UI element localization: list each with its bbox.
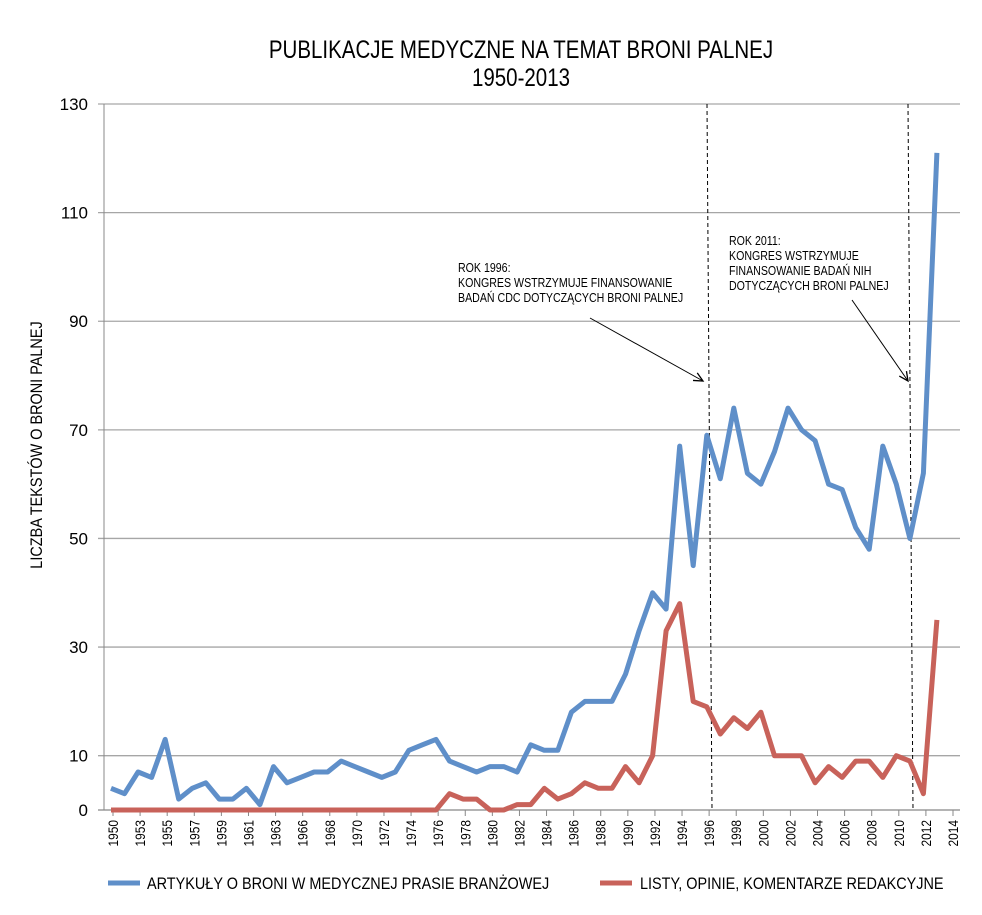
y-tick-label: 70 [69, 421, 88, 440]
annotations: ROK 1996:KONGRES WSTRZYMUJE FINANSOWANIE… [458, 234, 909, 383]
y-axis-label: LICZBA TEKSTÓW O BRONI PALNEJ [26, 321, 46, 568]
y-tick-labels: 0 10 30 50 70 90 110 130 [60, 95, 88, 820]
event-marker-line [706, 103, 713, 811]
x-tick-label: 1950 [105, 820, 121, 846]
x-tick-label: 2014 [945, 820, 961, 846]
annotation-arrow [851, 299, 909, 382]
annotation-text: KONGRES WSTRZYMUJE [729, 249, 859, 263]
annotation-arrow [589, 317, 704, 382]
series-line-letters [111, 601, 940, 813]
legend-label: LISTY, OPINIE, KOMENTARZE REDAKCYJNE [640, 875, 944, 893]
x-tick-labels: 1950 1953 1955 1957 1959 1961 1963 1966 1968 1970… [105, 810, 961, 846]
x-tick-label: 2012 [918, 820, 934, 846]
x-tick-label: 1976 [430, 820, 446, 846]
x-tick-label: 2002 [782, 820, 798, 846]
x-tick-label: 1963 [268, 820, 284, 846]
x-tick-label: 1968 [322, 820, 338, 846]
series-lines [110, 152, 940, 813]
x-tick-label: 1992 [647, 820, 663, 846]
x-tick-label: 1978 [457, 820, 473, 846]
y-tick-label: 110 [61, 204, 88, 223]
x-tick-label: 2004 [810, 820, 826, 846]
x-tick-label: 1982 [512, 820, 528, 846]
x-tick-label: 1988 [593, 820, 609, 846]
y-tick-label: 50 [69, 529, 88, 548]
x-tick-label: 1959 [213, 820, 229, 846]
x-tick-label: 1974 [403, 820, 419, 846]
y-tick-label: 0 [79, 801, 88, 820]
x-tick-label: 1957 [186, 820, 202, 846]
y-tick-label: 10 [69, 747, 88, 766]
annotation-text: BADAŃ CDC DOTYCZĄCYCH BRONI PALNEJ [458, 291, 683, 305]
annotation-year: ROK 2011: [729, 234, 781, 248]
chart-title-line-1: PUBLIKACJE MEDYCZNE NA TEMAT BRONI PALNE… [269, 35, 773, 63]
x-tick-label: 1984 [539, 820, 555, 846]
annotation-text: FINANSOWANIE BADAŃ NIH [729, 264, 871, 278]
annotation-text: DOTYCZĄCYCH BRONI PALNEJ [729, 279, 889, 293]
x-tick-label: 2010 [891, 820, 907, 846]
x-tick-label: 1955 [159, 820, 175, 846]
annotation-text: KONGRES WSTRZYMUJE FINANSOWANIE [458, 276, 673, 290]
y-tick-label: 30 [69, 638, 88, 657]
x-tick-label: 2008 [864, 820, 880, 846]
gridlines [98, 103, 960, 811]
x-tick-label: 1970 [349, 820, 365, 846]
x-tick-label: 1996 [701, 820, 717, 846]
legend: ARTYKUŁY O BRONI W MEDYCZNEJ PRASIE BRAN… [108, 873, 944, 893]
event-marker-line [907, 103, 914, 811]
x-tick-label: 1986 [566, 820, 582, 846]
arrowhead-icon [692, 372, 705, 382]
x-tick-label: 2000 [755, 820, 771, 846]
arrowhead-icon [898, 371, 909, 383]
event-markers [706, 103, 914, 811]
legend-label: ARTYKUŁY O BRONI W MEDYCZNEJ PRASIE BRAN… [147, 873, 549, 893]
x-tick-label: 1972 [376, 820, 392, 846]
x-tick-label: 1990 [620, 820, 636, 846]
x-tick-label: 1994 [674, 820, 690, 846]
x-tick-label: 2006 [837, 820, 853, 846]
x-tick-label: 1998 [728, 820, 744, 846]
x-tick-label: 1953 [132, 820, 148, 846]
chart-title-line-2: 1950-2013 [472, 63, 570, 91]
y-tick-label: 130 [60, 95, 88, 114]
series-line-articles [110, 152, 940, 808]
x-tick-label: 1980 [484, 820, 500, 846]
x-tick-label: 1966 [295, 820, 311, 846]
y-tick-label: 90 [69, 312, 88, 331]
annotation-year: ROK 1996: [458, 261, 511, 275]
x-tick-label: 1961 [241, 820, 257, 846]
